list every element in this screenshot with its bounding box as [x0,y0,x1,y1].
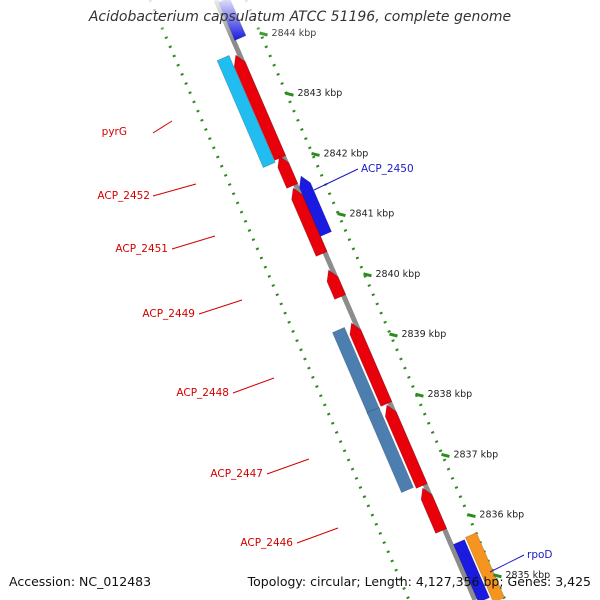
gene-label: ACP_2448 [176,387,229,399]
scale-tick-label: 2836 kbp [479,510,524,521]
scale-tick-label: 2842 kbp [324,148,369,159]
scale-tick-mark [493,573,502,579]
gene-label-layer: pyrG ACP_2452 ACP_2451 ACP_2449 ACP_2448 ACP_… [97,120,553,573]
ruler-line-outer [244,0,507,600]
gene-label: ACP_2446 [240,537,293,549]
gene-leader-line [313,168,359,191]
gene-label: ACP_2447 [210,468,263,480]
scale-tick-mark [389,332,398,338]
accession-text: Accession: NC_012483 [9,574,152,589]
gene-label: ACP_2450 [361,163,414,175]
scale-tick-label: 2841 kbp [349,209,394,220]
gene-label: pyrG [102,126,127,138]
scale-tick-mark [363,272,372,278]
scale-tick-mark [285,91,294,97]
ruler-line-inner [148,0,411,600]
gene-leader-line [296,527,339,544]
acp-2452-gene-arrow [277,155,299,189]
scale-tick-mark [311,151,320,157]
acp-2450-gene-arrow [299,175,332,237]
scale-tick-label: 2840 kbp [375,269,420,280]
gene-leader-line [266,458,310,475]
acp-2447-gene-arrow [384,404,428,489]
scale-tick-label: 2835 kbp [505,570,550,581]
gene-features [216,0,505,600]
gene-leader-line [198,299,243,315]
scale-tick-mark [415,392,424,398]
gene-label: rpoD [527,549,553,561]
gene-leader-line [152,183,197,197]
rpod-gene-arrow [453,539,490,600]
gene-leader-line [171,235,216,250]
scale-tick-label: 2839 kbp [401,329,446,340]
gene-label: ACP_2452 [97,190,150,202]
gene-label: ACP_2449 [142,308,195,320]
top-fade-overlay [0,0,600,40]
map-title: Acidobacterium capsulatum ATCC 51196, co… [88,9,512,25]
acp-2447-rna-bar [366,407,414,493]
acp-2448-rna-bar [332,327,381,415]
scale-tick-mark [441,452,450,458]
pyrG-gene-arrow [233,54,287,161]
genome-summary-text: Topology: circular; Length: 4,127,356 bp… [247,574,591,589]
pyrG-rna-bar [216,55,276,168]
scale-tick-label: 2838 kbp [427,389,472,400]
gene-label: ACP_2451 [115,243,168,255]
scale-tick-label: 2843 kbp [298,88,343,99]
gene-leader-line [489,554,525,573]
gene-leader-line [232,377,275,394]
acp-2448-gene-arrow [349,322,393,407]
scale-tick-mark [337,212,346,218]
scale-tick-mark [467,513,476,519]
acp-2449-gene-arrow [326,269,347,300]
acp-2446-gene-arrow [420,487,448,534]
rpod-adjacent-feature [465,532,505,600]
scale-tick-label: 2837 kbp [453,449,498,460]
gene-leader-line [152,120,173,134]
